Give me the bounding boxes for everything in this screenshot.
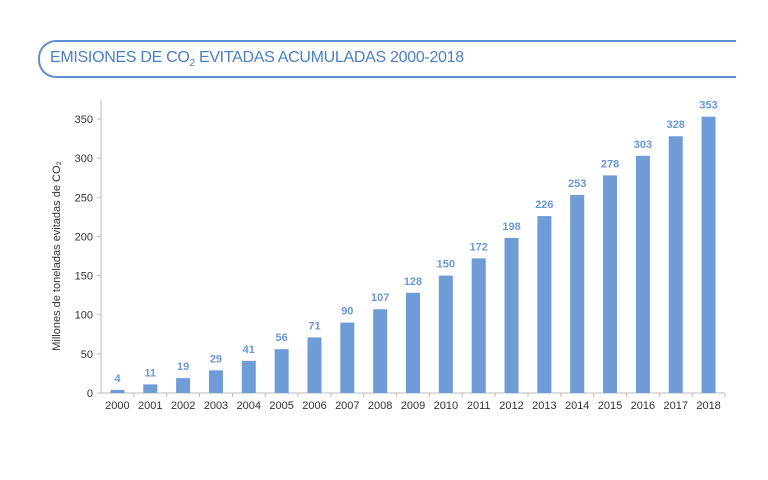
data-label-2008: 107 xyxy=(371,292,389,304)
x-tick-label: 2017 xyxy=(663,400,687,412)
bar-2003 xyxy=(208,370,223,393)
title-main: EMISIONES DE CO xyxy=(50,49,190,66)
bar-2010 xyxy=(438,275,453,393)
y-tick-label: 150 xyxy=(75,271,93,283)
x-tick-label: 2001 xyxy=(138,400,162,412)
y-tick-label: 50 xyxy=(81,349,93,361)
bar-2017 xyxy=(668,136,683,394)
x-tick-label: 2011 xyxy=(467,400,491,412)
bar-2007 xyxy=(340,322,355,393)
x-tick-label: 2010 xyxy=(434,400,458,412)
y-tick-label: 200 xyxy=(75,231,93,243)
data-label-2016: 303 xyxy=(634,139,652,151)
title-subscript: 2 xyxy=(189,58,196,70)
data-label-2015: 278 xyxy=(601,158,619,170)
data-label-2011: 172 xyxy=(470,241,488,253)
data-label-2001: 11 xyxy=(144,367,156,379)
x-tick-label: 2013 xyxy=(532,400,556,412)
title-frame xyxy=(38,40,736,78)
data-label-2000: 4 xyxy=(114,373,121,385)
bar-2008 xyxy=(373,309,388,393)
x-tick-label: 2007 xyxy=(335,400,359,412)
x-tick-label: 2009 xyxy=(401,400,425,412)
data-label-2006: 71 xyxy=(308,320,320,332)
y-tick-label: 350 xyxy=(75,114,93,126)
bar-2004 xyxy=(241,360,256,393)
y-axis-label: Millones de toneladas evitadas de CO₂ xyxy=(51,161,63,351)
x-tick-label: 2012 xyxy=(499,400,523,412)
bar-2005 xyxy=(274,349,289,393)
x-tick-label: 2004 xyxy=(237,400,261,412)
data-label-2014: 253 xyxy=(568,178,586,190)
chart-title: EMISIONES DE CO2 EVITADAS ACUMULADAS 200… xyxy=(50,49,464,69)
data-label-2007: 90 xyxy=(341,306,353,318)
data-label-2004: 41 xyxy=(243,344,255,356)
x-tick-label: 2002 xyxy=(171,400,195,412)
bar-2012 xyxy=(504,237,519,393)
data-label-2002: 19 xyxy=(177,361,189,373)
bar-2011 xyxy=(471,258,486,393)
y-tick-label: 0 xyxy=(87,388,93,400)
x-tick-label: 2005 xyxy=(269,400,293,412)
data-label-2003: 29 xyxy=(210,353,222,365)
bar-2015 xyxy=(603,175,618,393)
bar-2001 xyxy=(143,384,158,393)
data-label-2012: 198 xyxy=(502,221,520,233)
x-tick-label: 2008 xyxy=(368,400,392,412)
bar-2013 xyxy=(537,216,552,393)
x-tick-label: 2003 xyxy=(204,400,228,412)
data-label-2013: 226 xyxy=(535,199,553,211)
bar-2009 xyxy=(406,292,420,393)
data-label-2005: 56 xyxy=(276,332,288,344)
data-label-2009: 128 xyxy=(404,276,422,288)
bar-2016 xyxy=(635,155,650,393)
title-rest: EVITADAS ACUMULADAS 2000-2018 xyxy=(194,49,464,66)
bar-2002 xyxy=(176,378,191,393)
bar-2006 xyxy=(307,337,322,393)
y-tick-label: 100 xyxy=(75,310,93,322)
x-tick-label: 2016 xyxy=(631,400,655,412)
bar-2018 xyxy=(701,116,716,393)
x-tick-label: 2000 xyxy=(105,400,129,412)
data-label-2018: 353 xyxy=(699,100,717,112)
y-tick-label: 300 xyxy=(75,153,93,165)
x-tick-label: 2014 xyxy=(565,400,589,412)
bar-2014 xyxy=(570,194,585,393)
x-tick-label: 2006 xyxy=(302,400,326,412)
x-tick-label: 2015 xyxy=(598,400,622,412)
bar-2000 xyxy=(110,389,125,393)
x-tick-label: 2018 xyxy=(696,400,720,412)
y-tick-label: 250 xyxy=(75,192,93,204)
data-label-2017: 328 xyxy=(667,119,685,131)
data-label-2010: 150 xyxy=(437,259,455,271)
